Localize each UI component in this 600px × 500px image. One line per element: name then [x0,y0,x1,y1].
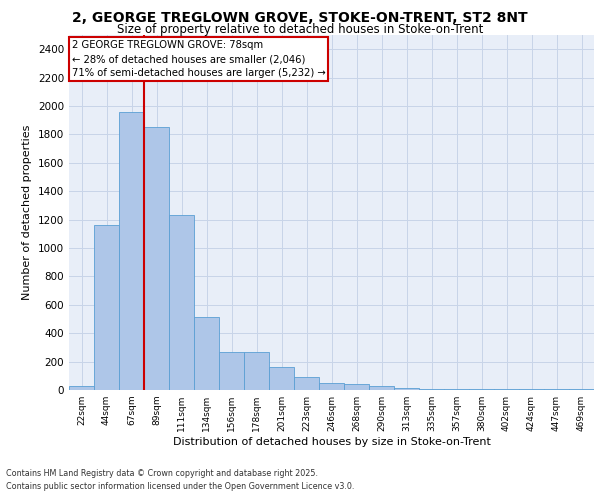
Text: Contains HM Land Registry data © Crown copyright and database right 2025.: Contains HM Land Registry data © Crown c… [6,468,318,477]
Bar [319,383,344,390]
Bar [169,216,194,390]
Bar [369,386,394,390]
Bar [119,112,144,390]
Bar [94,226,119,390]
Bar [394,388,419,390]
Bar [144,128,169,390]
Bar [344,384,369,390]
Bar [69,386,94,390]
Bar [294,377,319,390]
Y-axis label: Number of detached properties: Number of detached properties [22,125,32,300]
Text: Size of property relative to detached houses in Stoke-on-Trent: Size of property relative to detached ho… [117,22,483,36]
X-axis label: Distribution of detached houses by size in Stoke-on-Trent: Distribution of detached houses by size … [173,437,490,447]
Bar [269,368,294,390]
Text: 2 GEORGE TREGLOWN GROVE: 78sqm
← 28% of detached houses are smaller (2,046)
71% : 2 GEORGE TREGLOWN GROVE: 78sqm ← 28% of … [71,40,325,78]
Bar [219,352,244,390]
Text: 2, GEORGE TREGLOWN GROVE, STOKE-ON-TRENT, ST2 8NT: 2, GEORGE TREGLOWN GROVE, STOKE-ON-TRENT… [72,11,528,25]
Bar [244,352,269,390]
Bar [194,317,219,390]
Text: Contains public sector information licensed under the Open Government Licence v3: Contains public sector information licen… [6,482,355,491]
